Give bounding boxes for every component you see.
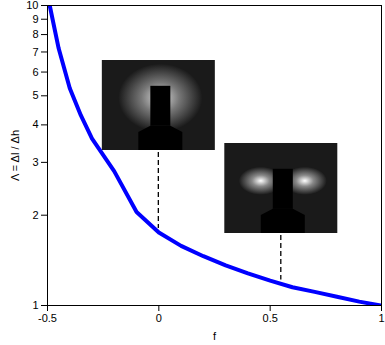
svg-text:Λ = Δl / Δh: Λ = Δl / Δh	[9, 130, 21, 181]
svg-text:10: 10	[26, 0, 38, 11]
svg-text:4: 4	[32, 118, 38, 130]
svg-text:6: 6	[32, 66, 38, 78]
svg-text:9: 9	[32, 13, 38, 25]
svg-text:3: 3	[32, 156, 38, 168]
svg-text:-0.5: -0.5	[38, 312, 57, 324]
svg-text:5: 5	[32, 89, 38, 101]
svg-text:2: 2	[32, 209, 38, 221]
svg-text:8: 8	[32, 28, 38, 40]
svg-text:0: 0	[156, 312, 162, 324]
svg-text:1: 1	[378, 312, 384, 324]
svg-text:7: 7	[32, 45, 38, 57]
svg-text:f: f	[213, 330, 217, 342]
svg-text:1: 1	[32, 299, 38, 311]
svg-text:0.5: 0.5	[263, 312, 278, 324]
